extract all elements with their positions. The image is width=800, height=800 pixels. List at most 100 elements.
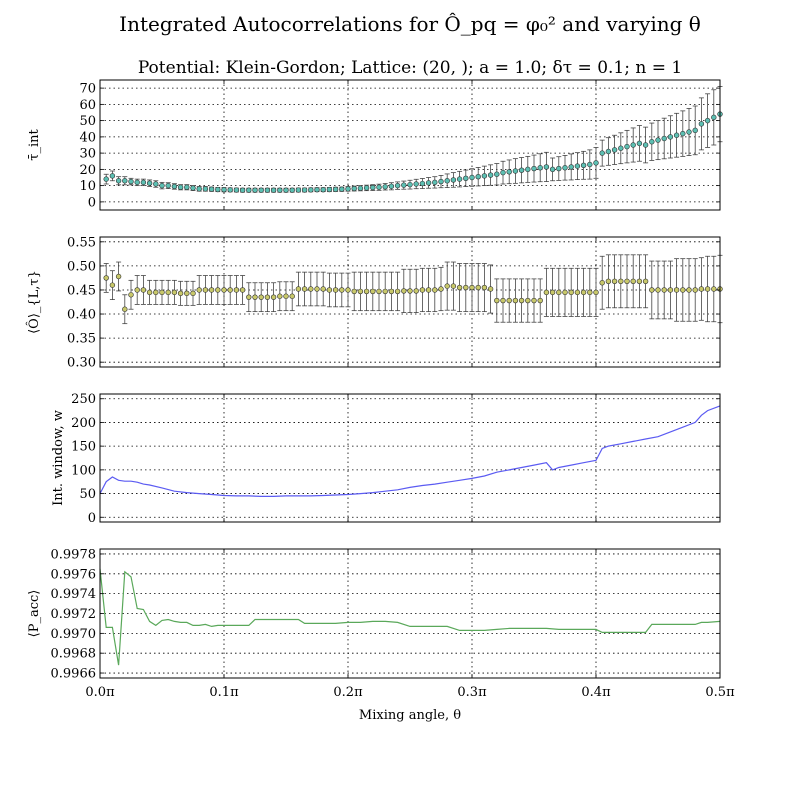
- y-tick-label: 0.9972: [51, 607, 97, 622]
- y-tick-label: 0.35: [67, 332, 96, 347]
- data-point: [184, 184, 190, 190]
- data-point: [171, 289, 178, 296]
- data-point: [686, 129, 692, 135]
- y-tick-label: 0.40: [67, 308, 96, 323]
- data-point: [159, 182, 165, 189]
- data-point: [345, 287, 351, 293]
- data-point: [370, 288, 376, 295]
- data-point: [543, 289, 550, 296]
- data-point: [543, 164, 550, 170]
- y-tick-label: 0: [88, 511, 96, 526]
- data-point: [295, 187, 302, 193]
- y-tick-label: 20: [79, 163, 96, 178]
- data-point: [363, 288, 370, 295]
- data-point: [326, 186, 333, 193]
- data-point: [587, 289, 593, 296]
- y-tick-label: 0.9974: [51, 587, 97, 602]
- data-point: [450, 283, 457, 289]
- y-tick-label: 0.9968: [51, 647, 97, 662]
- data-point: [258, 187, 264, 193]
- data-point: [518, 297, 525, 304]
- data-point: [128, 292, 134, 298]
- data-point: [667, 134, 674, 140]
- data-point: [655, 137, 661, 143]
- data-point: [388, 288, 395, 295]
- y-axis-label: τ̄_int: [27, 129, 42, 161]
- data-point: [339, 186, 345, 192]
- data-point: [475, 173, 481, 180]
- plot-frame: [99, 79, 721, 211]
- data-point: [252, 294, 258, 300]
- data-point: [103, 275, 109, 281]
- data-point: [432, 287, 438, 293]
- data-point: [115, 178, 122, 184]
- data-point: [624, 143, 630, 150]
- data-point: [593, 160, 599, 166]
- data-point: [413, 181, 419, 187]
- data-point: [680, 130, 686, 137]
- data-point: [407, 181, 413, 188]
- data-point: [233, 287, 240, 293]
- data-point: [562, 165, 568, 171]
- data-point: [146, 289, 153, 296]
- data-point: [153, 289, 159, 296]
- data-point: [618, 278, 624, 284]
- data-point: [512, 297, 519, 304]
- data-point: [636, 278, 643, 284]
- x-axis-label: Mixing angle, θ: [359, 708, 461, 723]
- data-point: [605, 148, 612, 155]
- data-point: [215, 287, 221, 293]
- data-point: [134, 287, 140, 293]
- data-point: [413, 288, 419, 294]
- data-point: [419, 180, 426, 187]
- data-point: [444, 178, 450, 184]
- data-point: [444, 283, 450, 289]
- data-point: [122, 306, 128, 312]
- data-point: [667, 287, 674, 293]
- y-tick-label: 0.9970: [51, 627, 97, 642]
- data-point: [283, 187, 289, 193]
- data-point: [208, 287, 215, 293]
- data-point: [382, 184, 388, 190]
- data-point: [506, 297, 512, 304]
- y-tick-label: 150: [71, 440, 96, 455]
- data-point: [140, 179, 147, 186]
- data-point: [308, 187, 314, 193]
- data-point: [289, 293, 295, 299]
- plot-frame: [99, 236, 721, 368]
- y-tick-label: 0.9978: [51, 547, 97, 562]
- data-point: [301, 187, 308, 193]
- data-point: [171, 183, 178, 190]
- y-axis-label: Int. window, w: [51, 410, 66, 506]
- data-point: [103, 176, 109, 182]
- data-point: [184, 290, 190, 297]
- series-line: [99, 405, 721, 497]
- data-point: [165, 182, 171, 189]
- data-point: [618, 145, 624, 151]
- y-tick-label: 200: [71, 416, 96, 431]
- data-point: [202, 186, 209, 192]
- panel-3: 0 50 100 150 200 250 Int. window, w: [51, 392, 721, 526]
- y-tick-label: 0.9976: [51, 567, 97, 582]
- data-point: [587, 161, 593, 168]
- data-point: [382, 288, 388, 295]
- data-point: [463, 284, 469, 291]
- data-point: [140, 287, 147, 293]
- data-point: [376, 288, 382, 295]
- y-tick-label: 40: [79, 130, 96, 145]
- data-point: [283, 293, 289, 299]
- data-point: [196, 186, 202, 192]
- x-tick-label: 0.5π: [705, 685, 735, 700]
- data-point: [686, 287, 692, 293]
- data-point: [326, 287, 333, 293]
- data-point: [401, 182, 407, 188]
- data-point: [692, 127, 698, 134]
- data-point: [642, 142, 649, 148]
- data-point: [314, 186, 320, 193]
- data-point: [270, 187, 277, 193]
- data-point: [432, 179, 438, 186]
- data-point: [227, 187, 233, 193]
- data-point: [438, 178, 444, 185]
- y-tick-label: 0.30: [67, 356, 96, 371]
- data-point: [376, 184, 382, 190]
